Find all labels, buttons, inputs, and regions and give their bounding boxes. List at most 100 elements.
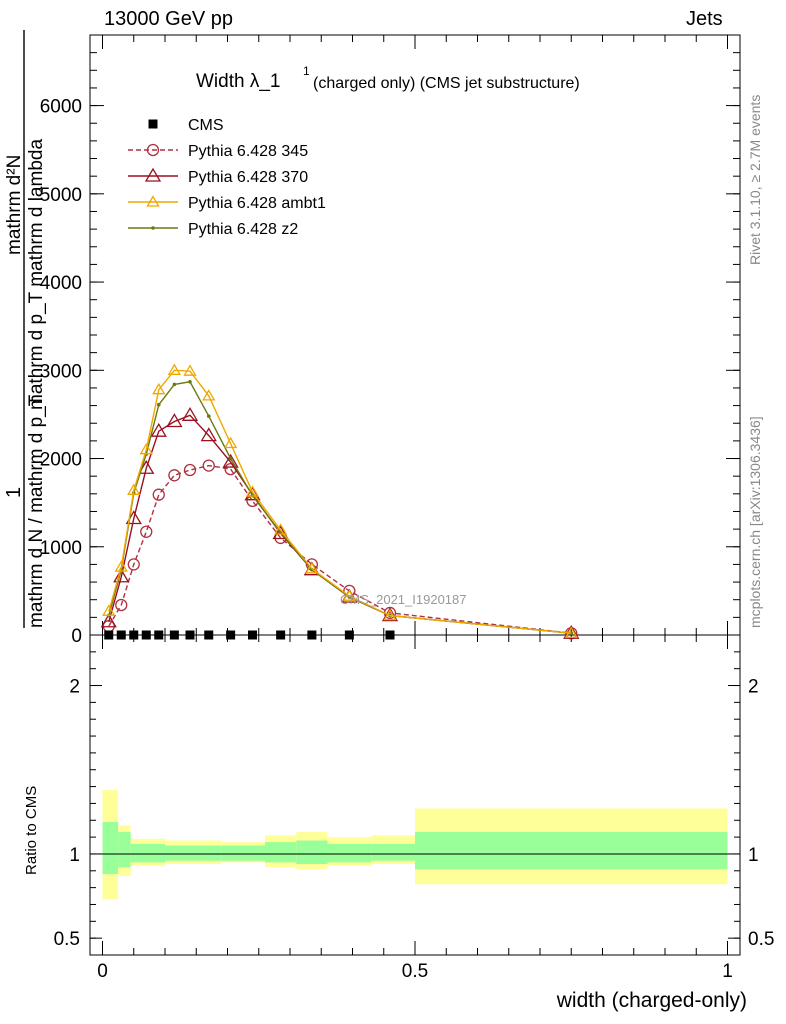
main-ytick-label: 2000 [40, 450, 82, 471]
data-point-cms [276, 630, 286, 640]
legend-marker-cms [148, 119, 158, 129]
band-inner-4 [221, 845, 265, 861]
legend-item-cms: CMS [148, 117, 224, 134]
legend-label-p345: Pythia 6.428 345 [188, 143, 308, 160]
chart-title-superscript: 1 [303, 64, 310, 78]
data-point-ambt1 [223, 436, 238, 449]
data-point-p370 [181, 407, 199, 421]
legend-item-z2: Pythia 6.428 z2 [128, 221, 298, 238]
data-point-p370 [222, 453, 239, 468]
main-ytick-label: 5000 [40, 185, 82, 206]
band-inner-1 [118, 832, 131, 868]
header-right: Jets [686, 8, 723, 30]
data-point-p345 [140, 525, 153, 538]
data-point-ambt1 [383, 608, 397, 621]
ratio-ytick-label-left: 0.5 [54, 929, 80, 950]
data-point-cms [226, 630, 236, 640]
legend: CMS Pythia 6.428 345 Pythia 6.428 370 Pythi… [128, 117, 326, 238]
main-ytick-label: 1000 [40, 538, 82, 559]
series-line-ambt1 [108, 369, 572, 634]
data-point-cms [385, 630, 395, 640]
data-point-ambt1 [167, 363, 182, 375]
data-point-ambt1 [127, 483, 141, 495]
band-inner-6 [296, 840, 328, 865]
series-cms [104, 630, 395, 640]
data-point-ambt1 [245, 485, 260, 497]
data-point-p370 [166, 413, 183, 428]
ratio-ytick-label-right: 1 [748, 845, 759, 866]
data-point-p345 [115, 598, 128, 612]
data-point-cms [344, 630, 354, 640]
data-point-p345 [152, 488, 165, 501]
data-point-p370 [100, 613, 117, 628]
legend-item-ambt1: Pythia 6.428 ambt1 [128, 195, 326, 212]
data-point-cms [307, 630, 317, 640]
rivet-label: Rivet 3.1.10, ≥ 2.7M events [747, 95, 763, 265]
main-ytick-label: 3000 [40, 361, 82, 382]
data-point-ambt1 [564, 626, 578, 638]
main-ytick-label: 4000 [40, 273, 82, 294]
data-point-p370 [150, 422, 167, 437]
ylabel-prefix: 1 [3, 487, 25, 498]
series-p345 [102, 459, 578, 640]
data-point-cms [185, 630, 195, 640]
main-series [100, 363, 580, 640]
data-point-z2 [228, 456, 233, 461]
legend-marker-p370 [144, 167, 162, 182]
data-point-z2 [188, 379, 192, 384]
band-inner-5 [265, 842, 297, 863]
data-point-cms [129, 630, 139, 640]
data-point-ambt1 [114, 560, 128, 572]
data-point-cms [248, 630, 257, 640]
legend-label-z2: Pythia 6.428 z2 [188, 221, 298, 238]
header-left: 13000 GeV pp [104, 8, 233, 30]
band-inner-3 [165, 845, 222, 861]
ylabel-numerator-sub: mathrm d p_T mathrm d lambda [26, 139, 47, 410]
data-point-ambt1 [139, 442, 153, 455]
band-inner-8 [371, 843, 415, 861]
data-point-ambt1 [342, 589, 357, 601]
legend-marker-p345 [146, 143, 160, 157]
mcplots-label: mcplots.cern.ch [arXiv:1306.3436] [747, 416, 763, 628]
xtick-label: 0.5 [402, 961, 428, 982]
data-point-ambt1 [152, 382, 166, 395]
watermark: CMS_2021_I1920187 [340, 592, 467, 607]
xtick-label: 0 [97, 961, 108, 982]
data-point-p345 [127, 558, 140, 571]
data-point-p345 [183, 463, 197, 477]
ratio-ylabel: Ratio to CMS [23, 786, 40, 875]
legend-item-p370: Pythia 6.428 370 [128, 167, 308, 186]
data-point-cms [116, 630, 126, 640]
band-inner-2 [130, 843, 165, 863]
series-ambt1 [102, 363, 578, 638]
data-point-ambt1 [273, 523, 288, 535]
ratio-ytick-label-right: 2 [748, 677, 759, 698]
data-point-cms [204, 630, 214, 640]
data-point-cms [169, 630, 179, 640]
data-point-cms [104, 630, 114, 640]
ratio-ytick-label-right: 0.5 [748, 929, 774, 950]
series-line-p345 [108, 464, 572, 634]
main-ytick-label: 0 [71, 626, 82, 647]
band-inner-0 [102, 821, 119, 875]
data-point-z2 [206, 414, 211, 418]
data-point-ambt1 [202, 389, 216, 401]
ylabel-numerator: mathrm d²N [4, 155, 25, 255]
chart-title-main: Width λ_1 [196, 71, 280, 92]
data-point-ambt1 [183, 364, 197, 376]
data-point-cms [141, 630, 151, 640]
legend-item-p345: Pythia 6.428 345 [128, 143, 308, 160]
ratio-plot-frame [89, 634, 741, 956]
data-point-p370 [200, 427, 217, 442]
legend-marker-ambt1 [146, 195, 160, 207]
xaxis-label: width (charged-only) [556, 989, 747, 1012]
legend-label-ambt1: Pythia 6.428 ambt1 [188, 195, 326, 212]
data-point-p345 [168, 469, 181, 482]
ylabel-denominator: mathrm d N / mathrm d p_T [26, 394, 47, 628]
band-inner-9 [415, 832, 728, 870]
data-point-p370 [113, 568, 130, 583]
band-inner-7 [327, 843, 372, 863]
data-point-ambt1 [305, 562, 319, 574]
legend-marker-z2 [151, 226, 155, 230]
